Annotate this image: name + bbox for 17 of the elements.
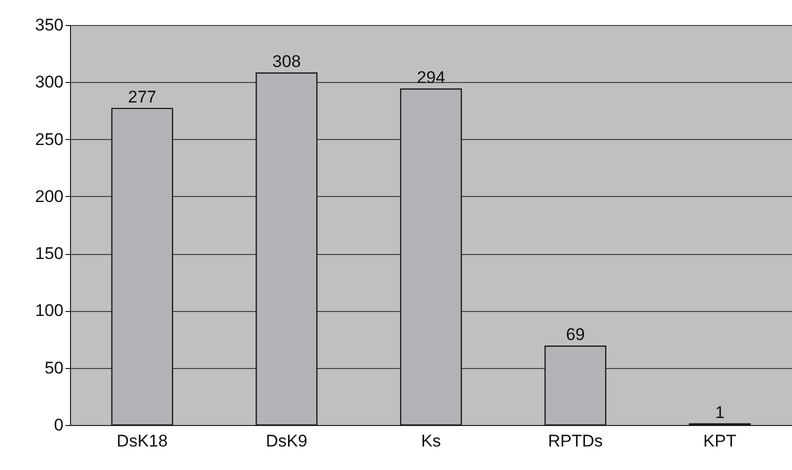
y-tick-label: 150 <box>35 244 64 264</box>
x-tick-label: KPT <box>703 432 736 450</box>
x-tick-label: DsK9 <box>266 432 308 450</box>
data-label: 1 <box>715 402 725 422</box>
y-tick-label: 0 <box>54 416 64 434</box>
y-tick-label: 300 <box>35 72 64 92</box>
y-tick-label: 250 <box>35 130 64 149</box>
y-tick-label: 100 <box>35 301 64 320</box>
data-label: 69 <box>566 325 585 344</box>
data-label: 308 <box>272 52 301 71</box>
y-tick-label: 350 <box>35 16 64 34</box>
x-tick-label: DsK18 <box>116 432 168 450</box>
y-tick-label: 50 <box>44 358 64 378</box>
data-label: 277 <box>128 87 156 106</box>
x-tick-label: Ks <box>421 432 441 450</box>
x-tick-label: RPTDs <box>548 432 603 450</box>
y-tick-label: 200 <box>35 186 64 206</box>
